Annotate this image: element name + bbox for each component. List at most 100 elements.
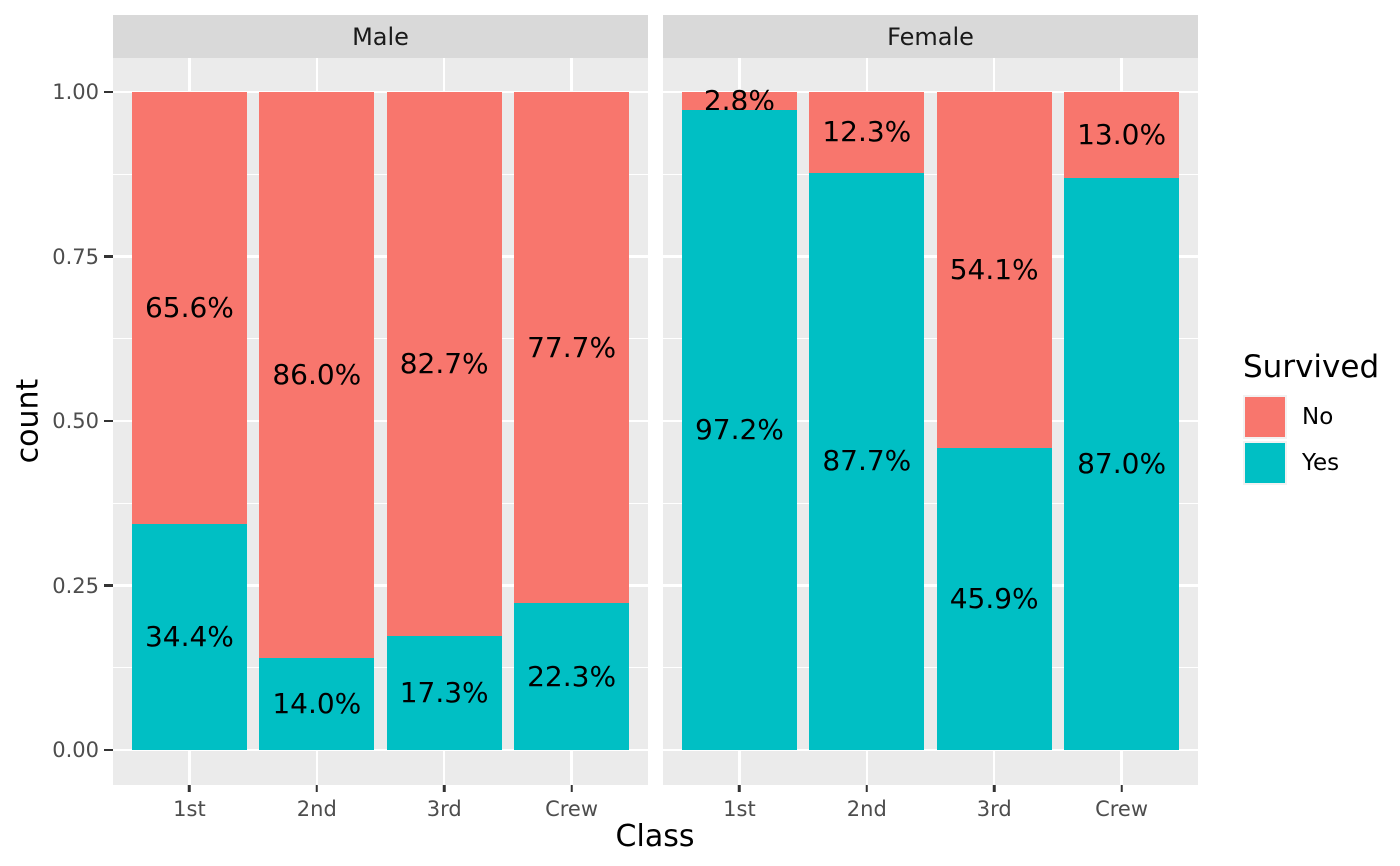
- legend-key: [1243, 395, 1287, 439]
- x-tick-mark: [992, 785, 996, 792]
- x-tick-label-2nd: 2nd: [846, 797, 887, 821]
- y-tick-label: 0.25: [52, 573, 99, 598]
- bar-label-no: 13.0%: [1077, 117, 1167, 151]
- y-tick-label: 0.00: [52, 738, 99, 762]
- legend-entry-yes: Yes: [1243, 441, 1379, 485]
- gridline-minor-y: [663, 502, 1198, 504]
- gridline-minor-y: [663, 173, 1198, 175]
- x-tick-label-3rd: 3rd: [426, 797, 462, 821]
- gridline-major-y: [663, 255, 1198, 258]
- bar-segment-no: 12.3%: [809, 91, 925, 173]
- bar-label-no: 12.3%: [822, 115, 912, 149]
- bar-segment-yes: 87.0%: [1064, 177, 1179, 750]
- bar-segment-yes: 34.4%: [132, 523, 247, 750]
- x-tick-mark: [738, 785, 741, 792]
- gridline-major-y: [663, 584, 1198, 587]
- legend-key: [1243, 441, 1287, 485]
- facet-panel-female: 2.8% 97.2% 1st 12.3% 87.7% 2nd 54.1% 45.9% 3rd 13…: [663, 58, 1198, 821]
- gridline-major-y: [113, 255, 648, 258]
- bar-segment-yes: 97.2%: [682, 110, 797, 750]
- y-tick-mark: [104, 255, 113, 258]
- stacked-bar-3rd: 54.1% 45.9%: [936, 91, 1052, 750]
- gridline-minor-y: [113, 502, 648, 504]
- gridline-major-y: [113, 584, 648, 587]
- legend-entry-no: No: [1243, 395, 1379, 439]
- bar-segment-no: 86.0%: [259, 91, 375, 658]
- stacked-bar-crew: 13.0% 87.0%: [1064, 91, 1179, 750]
- gridline-major-y: [663, 90, 1198, 94]
- x-tick-mark: [865, 785, 869, 792]
- gridline-minor-y: [663, 667, 1198, 669]
- gridline-major-y: [663, 748, 1198, 752]
- y-tick-label: 0.50: [52, 409, 99, 433]
- bar-segment-yes: 87.7%: [809, 172, 925, 750]
- stacked-bar-1st: 65.6% 34.4%: [132, 91, 247, 750]
- bar-segment-yes: 22.3%: [514, 603, 629, 750]
- bar-segment-no: 65.6%: [132, 91, 247, 524]
- legend: Survived No Yes: [1243, 349, 1379, 487]
- y-tick-mark: [104, 419, 113, 423]
- bar-label-yes: 97.2%: [694, 413, 784, 447]
- bar-segment-yes: 45.9%: [936, 447, 1052, 750]
- bar-label-yes: 14.0%: [272, 686, 362, 720]
- bar-label-yes: 87.0%: [1077, 446, 1167, 480]
- bar-label-yes: 22.3%: [527, 659, 617, 693]
- bar-label-no: 54.1%: [949, 252, 1039, 286]
- facet-panel-male: 65.6% 34.4% 1st 86.0% 14.0% 2nd 82.7% 17.3% 3rd 7…: [113, 58, 648, 821]
- bar-label-yes: 87.7%: [822, 444, 912, 478]
- stacked-bar-2nd: 12.3% 87.7%: [809, 91, 925, 750]
- legend-swatch-no: [1245, 397, 1285, 437]
- bar-segment-no: 2.8%: [682, 87, 797, 115]
- gridline-major-y: [113, 748, 648, 752]
- x-tick-mark: [570, 785, 573, 792]
- gridline-minor-y: [113, 338, 648, 340]
- stacked-bar-crew: 77.7% 22.3%: [514, 91, 629, 750]
- x-tick-label-2nd: 2nd: [296, 797, 337, 821]
- x-tick-label-crew: Crew: [545, 797, 599, 821]
- legend-label-yes: Yes: [1302, 450, 1340, 476]
- bar-label-no: 82.7%: [399, 347, 489, 381]
- facet-strip-female: Female: [663, 15, 1198, 58]
- bar-segment-no: 77.7%: [514, 91, 629, 604]
- y-tick-label: 1.00: [52, 80, 99, 104]
- gridline-major-y: [113, 419, 648, 423]
- stacked-bar-3rd: 82.7% 17.3%: [386, 91, 502, 750]
- bar-label-yes: 45.9%: [949, 581, 1039, 615]
- y-tick-mark: [104, 584, 113, 587]
- bar-segment-no: 82.7%: [386, 91, 502, 637]
- stacked-bar-2nd: 86.0% 14.0%: [259, 91, 375, 750]
- bar-label-no: 65.6%: [144, 290, 234, 324]
- y-tick-label: 0.75: [52, 244, 99, 269]
- legend-swatch-yes: [1245, 443, 1285, 483]
- x-tick-mark: [315, 785, 319, 792]
- bar-label-yes: 17.3%: [399, 676, 489, 710]
- x-tick-label-1st: 1st: [723, 797, 756, 821]
- bar-label-no: 86.0%: [272, 357, 362, 391]
- x-tick-mark: [188, 785, 191, 792]
- gridline-minor-y: [113, 667, 648, 669]
- x-tick-mark: [442, 785, 446, 792]
- legend-label-no: No: [1302, 404, 1334, 430]
- x-tick-label-3rd: 3rd: [976, 797, 1012, 821]
- bar-segment-yes: 17.3%: [386, 636, 502, 750]
- y-tick-mark: [104, 748, 113, 752]
- bar-segment-no: 13.0%: [1064, 91, 1179, 178]
- x-tick-label-crew: Crew: [1095, 797, 1149, 821]
- bar-label-no: 77.7%: [527, 330, 617, 364]
- x-tick-label-1st: 1st: [173, 797, 206, 821]
- gridline-major-y: [113, 90, 648, 94]
- legend-title: Survived: [1243, 349, 1380, 385]
- x-axis-title: Class: [615, 819, 695, 854]
- gridline-minor-y: [663, 338, 1198, 340]
- y-tick-mark: [104, 90, 113, 94]
- bar-label-yes: 34.4%: [144, 619, 234, 653]
- stacked-bar-1st: 2.8% 97.2%: [682, 87, 797, 750]
- gridline-minor-y: [113, 173, 648, 175]
- facet-strip-male: Male: [113, 15, 648, 58]
- gridline-major-y: [663, 419, 1198, 423]
- bar-segment-no: 54.1%: [936, 91, 1052, 448]
- bar-label-no: 2.8%: [703, 84, 775, 118]
- x-tick-mark: [1120, 785, 1123, 792]
- bar-segment-yes: 14.0%: [259, 657, 375, 750]
